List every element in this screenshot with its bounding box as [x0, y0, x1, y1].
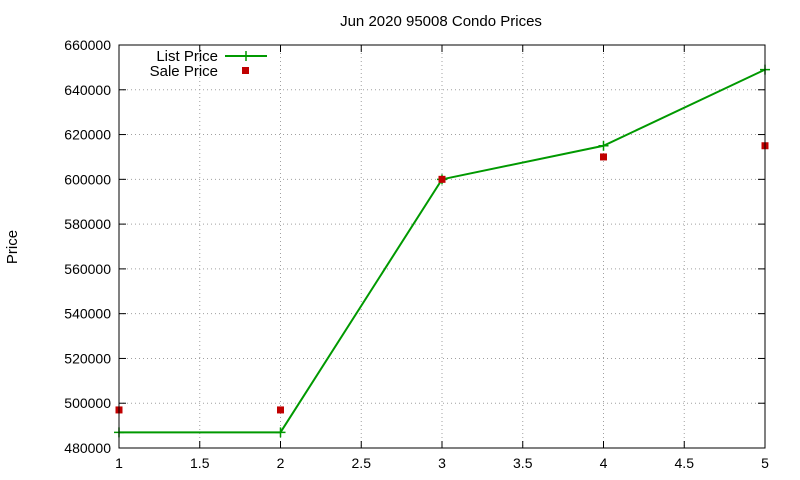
y-axis-label: Price: [4, 230, 21, 264]
x-tick-label: 5: [761, 455, 769, 471]
x-tick-label: 2.5: [352, 455, 372, 471]
sale-price-point: [600, 153, 607, 161]
x-tick-label: 2: [277, 455, 285, 471]
y-tick-label: 540000: [64, 306, 111, 322]
x-tick-label: 4: [600, 455, 608, 471]
list-price-point: [598, 140, 609, 151]
y-tick-label: 600000: [64, 171, 111, 187]
y-tick-label: 640000: [64, 82, 111, 98]
x-tick-label: 1: [115, 455, 123, 471]
legend-label-sale-price: Sale Price: [150, 63, 218, 80]
y-tick-label: 520000: [64, 350, 111, 366]
x-tick-label: 1.5: [190, 455, 210, 471]
y-tick-label: 560000: [64, 261, 111, 277]
x-tick-label: 4.5: [675, 455, 695, 471]
y-tick-label: 480000: [64, 440, 111, 456]
plot-frame: [118, 44, 766, 449]
y-tick-label: 620000: [64, 127, 111, 143]
x-tick-label: 3.5: [513, 455, 533, 471]
legend: List Price Sale Price: [150, 48, 267, 80]
y-tick-label: 580000: [64, 216, 111, 232]
grid-layer: [119, 45, 765, 448]
sale-price-point: [277, 406, 284, 414]
list-price-point: [275, 427, 286, 438]
legend-marker-sale-price: [242, 67, 249, 74]
y-tick-label: 500000: [64, 395, 111, 411]
legend-label-list-price: List Price: [156, 48, 218, 65]
y-tick-label: 660000: [64, 37, 111, 53]
sale-price-point: [438, 175, 446, 183]
x-tick-label: 3: [438, 455, 446, 471]
tick-layer: 480000 500000 520000 540000 560000 580000 6000…: [64, 37, 769, 471]
legend-marker-list-price: [241, 51, 251, 61]
chart-title: Jun 2020 95008 Condo Prices: [340, 13, 542, 30]
